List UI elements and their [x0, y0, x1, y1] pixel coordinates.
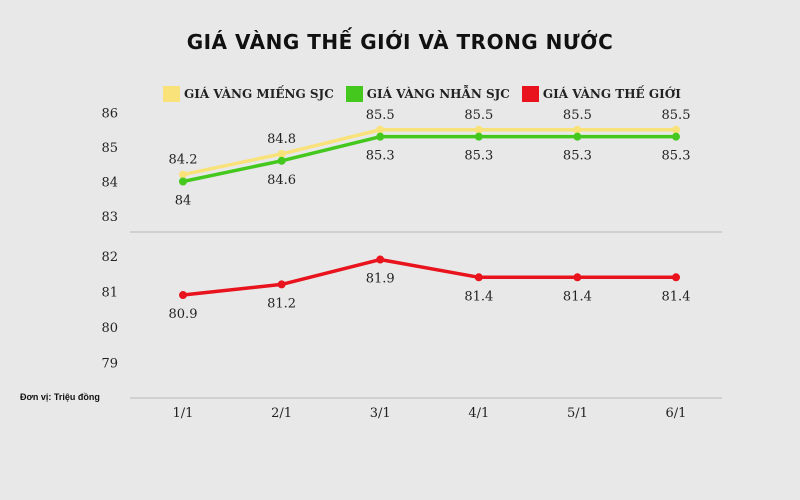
data-label: 84.2: [169, 153, 198, 168]
data-label: 84: [175, 194, 192, 209]
data-label: 85.3: [563, 149, 592, 164]
data-point: [179, 170, 187, 179]
data-point: [179, 177, 187, 186]
series-lines: [181, 128, 678, 297]
y-tick-label: 86: [101, 107, 118, 122]
data-label: 85.5: [563, 108, 592, 123]
data-point: [474, 125, 483, 134]
x-tick-label: 4/1: [468, 406, 489, 421]
axis-ticks: 83 84 85 86 79 80 81 82 1/1 2/1 3/1 4/1 5/1 6/1: [101, 107, 686, 422]
data-label: 85.3: [366, 149, 395, 164]
series-line-2: [181, 257, 678, 297]
data-label: 85.3: [464, 149, 493, 164]
chart-title: GIÁ VÀNG THẾ GIỚI VÀ TRONG NƯỚC: [186, 30, 614, 54]
legend-item-sjc-ring: GIÁ VÀNG NHẪN SJC: [345, 86, 510, 102]
legend-swatch-world: [521, 86, 539, 102]
data-point: [672, 125, 680, 134]
data-label: 80.9: [169, 307, 198, 322]
legend-label-sjc-ring: GIÁ VÀNG NHẪN SJC: [366, 87, 510, 101]
data-label: 85.5: [366, 108, 395, 123]
legend-swatch-sjc-bar: [163, 86, 180, 102]
y-tick-label: 81: [101, 286, 118, 301]
y-tick-label: 80: [101, 321, 118, 336]
y-tick-label: 83: [101, 210, 118, 225]
data-point: [179, 291, 187, 300]
data-label: 81.4: [563, 289, 592, 304]
y-tick-label: 82: [101, 250, 118, 265]
data-label: 81.2: [267, 296, 296, 311]
legend-item-world: GIÁ VÀNG THẾ GIỚI: [521, 86, 681, 102]
data-label: 85.3: [662, 149, 691, 164]
data-point: [573, 132, 582, 141]
x-tick-label: 3/1: [370, 406, 391, 421]
data-label: 81.4: [662, 289, 691, 304]
y-tick-label: 85: [101, 141, 118, 156]
data-label: 81.9: [366, 272, 395, 287]
series-line-0: [181, 128, 678, 177]
data-point: [277, 156, 286, 165]
x-tick-label: 5/1: [567, 406, 588, 421]
data-label: 81.4: [464, 289, 493, 304]
data-point: [277, 280, 286, 289]
data-point: [376, 255, 385, 264]
y-tick-label: 79: [101, 357, 118, 372]
legend-swatch-sjc-ring: [345, 86, 363, 102]
x-tick-label: 2/1: [271, 406, 292, 421]
data-label: 85.5: [464, 108, 493, 123]
data-point: [277, 149, 286, 158]
x-tick-label: 1/1: [173, 406, 194, 421]
series-points: [179, 125, 680, 300]
data-point: [474, 273, 483, 282]
y-tick-label: 84: [101, 176, 118, 191]
data-label: 84.8: [267, 132, 296, 147]
legend: GIÁ VÀNG MIẾNG SJC GIÁ VÀNG NHẪN SJC GIÁ…: [163, 86, 693, 102]
data-point: [376, 125, 385, 134]
series-line-1: [181, 134, 678, 184]
legend-item-sjc-bar: GIÁ VÀNG MIẾNG SJC: [163, 86, 334, 102]
data-point: [672, 273, 680, 282]
data-point: [573, 273, 582, 282]
legend-label-world: GIÁ VÀNG THẾ GIỚI: [542, 87, 681, 101]
data-point: [376, 132, 385, 141]
data-point: [672, 132, 680, 141]
data-point: [474, 132, 483, 141]
unit-note: Đơn vị: Triệu đồng: [20, 392, 100, 402]
data-label: 84.6: [267, 173, 296, 188]
data-point: [573, 125, 582, 134]
legend-label-sjc-bar: GIÁ VÀNG MIẾNG SJC: [184, 87, 334, 101]
x-tick-label: 6/1: [666, 406, 687, 421]
data-labels: 84.2 84.8 85.5 85.5 85.5 85.5 84 84.6 85.3 85.3 85…: [169, 108, 691, 322]
data-label: 85.5: [662, 108, 691, 123]
